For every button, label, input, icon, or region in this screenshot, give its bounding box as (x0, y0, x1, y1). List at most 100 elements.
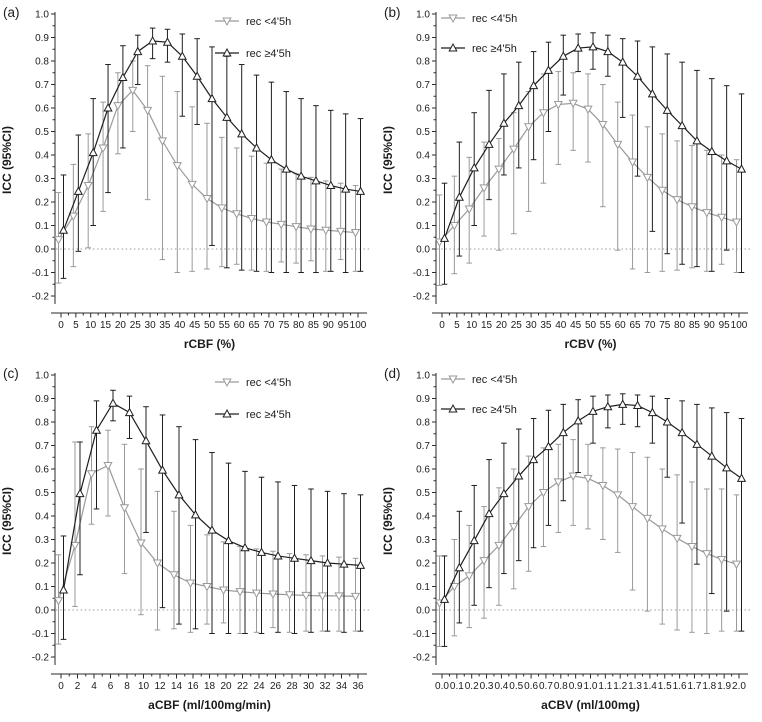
y-tick-label: 0.8 (35, 57, 49, 68)
y-tick-label: 0.4 (35, 512, 49, 523)
triangle-down-marker (657, 186, 667, 196)
triangle-down-marker (538, 109, 549, 118)
triangle-down-marker (136, 539, 146, 549)
legend-label: rec <4'5h (472, 374, 517, 386)
markers-rec-ge-4h5 (439, 41, 747, 242)
triangle-down-marker (321, 226, 331, 236)
y-tick-label: 0.4 (416, 512, 430, 523)
triangle-up-marker (311, 175, 321, 185)
triangle-up-marker (469, 535, 479, 545)
triangle-down-marker (217, 204, 227, 213)
y-tick-label: 0.9 (416, 394, 430, 405)
x-tick-label: 1.6 (673, 681, 687, 692)
triangle-down-marker (261, 218, 272, 228)
x-tick-label: 1.0 (584, 681, 598, 692)
x-tick-label: 1.8 (702, 681, 716, 692)
triangle-up-marker (251, 142, 262, 152)
legend-triangle-up-icon (222, 47, 232, 57)
triangle-down-marker (598, 481, 608, 491)
y-tick-label: 0.0 (416, 245, 430, 256)
triangle-up-marker (190, 509, 201, 519)
y-tick-label: 1.0 (35, 371, 49, 382)
y-tick-label: 0.8 (416, 418, 430, 429)
errorbars-rec-lt-4h5 (436, 439, 740, 647)
x-tick-label: 80 (293, 320, 305, 331)
triangle-down-marker (268, 590, 278, 600)
y-tick-label: -0.1 (413, 629, 431, 640)
x-tick-label: 95 (338, 320, 350, 331)
y-tick-label: 0.7 (416, 441, 430, 452)
x-axis-title: aCBF (ml/100mg/min) (148, 698, 271, 712)
x-tick-label: 32 (319, 681, 331, 692)
triangle-up-marker (722, 155, 732, 165)
x-tick-label: 1.1 (598, 681, 612, 692)
panel-label: (c) (3, 366, 19, 381)
triangle-down-marker (185, 579, 196, 589)
x-tick-label: 0.0 (435, 681, 449, 692)
triangle-down-marker (187, 180, 197, 190)
x-tick-label: 10 (138, 681, 150, 692)
triangle-up-marker (722, 462, 732, 472)
triangle-up-marker (339, 559, 349, 568)
triangle-down-marker (350, 592, 361, 602)
markers-rec-lt-4h5 (53, 461, 361, 606)
triangle-up-marker (499, 118, 509, 127)
x-tick-label: 1.2 (613, 681, 627, 692)
triangle-up-marker (677, 427, 687, 437)
triangle-down-marker (113, 102, 123, 111)
x-tick-label: 1.4 (643, 681, 657, 692)
errorbars-rec-lt-4h5 (436, 71, 740, 286)
triangle-down-marker (687, 543, 697, 552)
x-tick-label: 100 (350, 320, 367, 331)
x-tick-label: 2 (75, 681, 81, 692)
triangle-down-marker (553, 478, 563, 487)
triangle-down-marker (317, 592, 328, 601)
triangle-up-marker (558, 51, 568, 60)
y-tick-label: 0.3 (35, 174, 49, 185)
triangle-up-marker (484, 508, 494, 518)
y-tick-label: 0.9 (35, 394, 49, 405)
triangle-down-marker (202, 194, 212, 204)
triangle-up-marker (603, 401, 613, 411)
triangle-down-marker (152, 559, 163, 569)
y-tick-label: 0.5 (35, 488, 49, 499)
x-tick-label: 25 (511, 320, 523, 331)
triangle-up-marker (514, 100, 524, 110)
panel-a-chart: (a) 1.0 0.9 0.8 0.7 0.6 0.5 0.4 0.3 0.2 0.1 0.0 -0.1… (0, 5, 370, 351)
triangle-up-marker (326, 180, 336, 190)
triangle-up-marker (157, 465, 168, 474)
panel-c-chart: (c) 1.0 0.9 0.8 0.7 0.6 0.5 0.4 0.3 0.2 0.1 0.0 -0.1… (0, 366, 370, 712)
triangle-up-marker (454, 192, 464, 201)
triangle-down-marker (142, 106, 153, 116)
x-tick-label: 5 (454, 320, 460, 331)
y-tick-label: 0.4 (35, 151, 49, 162)
errorbars-rec-ge-4h5 (60, 389, 364, 640)
triangle-down-marker (103, 461, 113, 471)
triangle-up-marker (707, 146, 717, 155)
x-axis: 0 5 10 15 20 25 30 35 40 45 50 55 60 65 70 75 80 85 90 95 10… (432, 312, 748, 331)
y-tick-label: -0.1 (32, 268, 50, 279)
legend-label: rec <4'5h (472, 13, 517, 25)
legend: rec <4'5h rec ≥4'5h (215, 377, 291, 421)
legend: rec <4'5h rec ≥4'5h (441, 13, 517, 55)
y-tick-label: 0.0 (416, 606, 430, 617)
triangle-down-marker (553, 100, 563, 110)
y-tick-label: 0.1 (416, 582, 430, 593)
triangle-up-marker (207, 525, 217, 534)
y-tick-label: 0.2 (35, 198, 49, 209)
triangle-down-marker (232, 210, 242, 219)
x-tick-label: 20 (220, 681, 232, 692)
triangle-up-marker (454, 562, 464, 572)
legend-triangle-up-icon (448, 42, 458, 52)
legend-label: rec <4'5h (246, 377, 291, 389)
x-tick-label: 60 (615, 320, 627, 331)
y-tick-label: 0.2 (416, 559, 430, 570)
triangle-down-marker (246, 214, 257, 224)
legend-triangle-down-icon (222, 378, 232, 388)
y-axis: 1.0 0.9 0.8 0.7 0.6 0.5 0.4 0.3 0.2 0.1 0.0 -0.1 -0.… (32, 371, 56, 665)
x-tick-label: 1.7 (687, 681, 701, 692)
x-tick-label: 0.1 (450, 681, 464, 692)
markers-rec-ge-4h5 (439, 399, 747, 603)
triangle-up-marker (588, 406, 598, 415)
x-tick-label: 50 (585, 320, 597, 331)
